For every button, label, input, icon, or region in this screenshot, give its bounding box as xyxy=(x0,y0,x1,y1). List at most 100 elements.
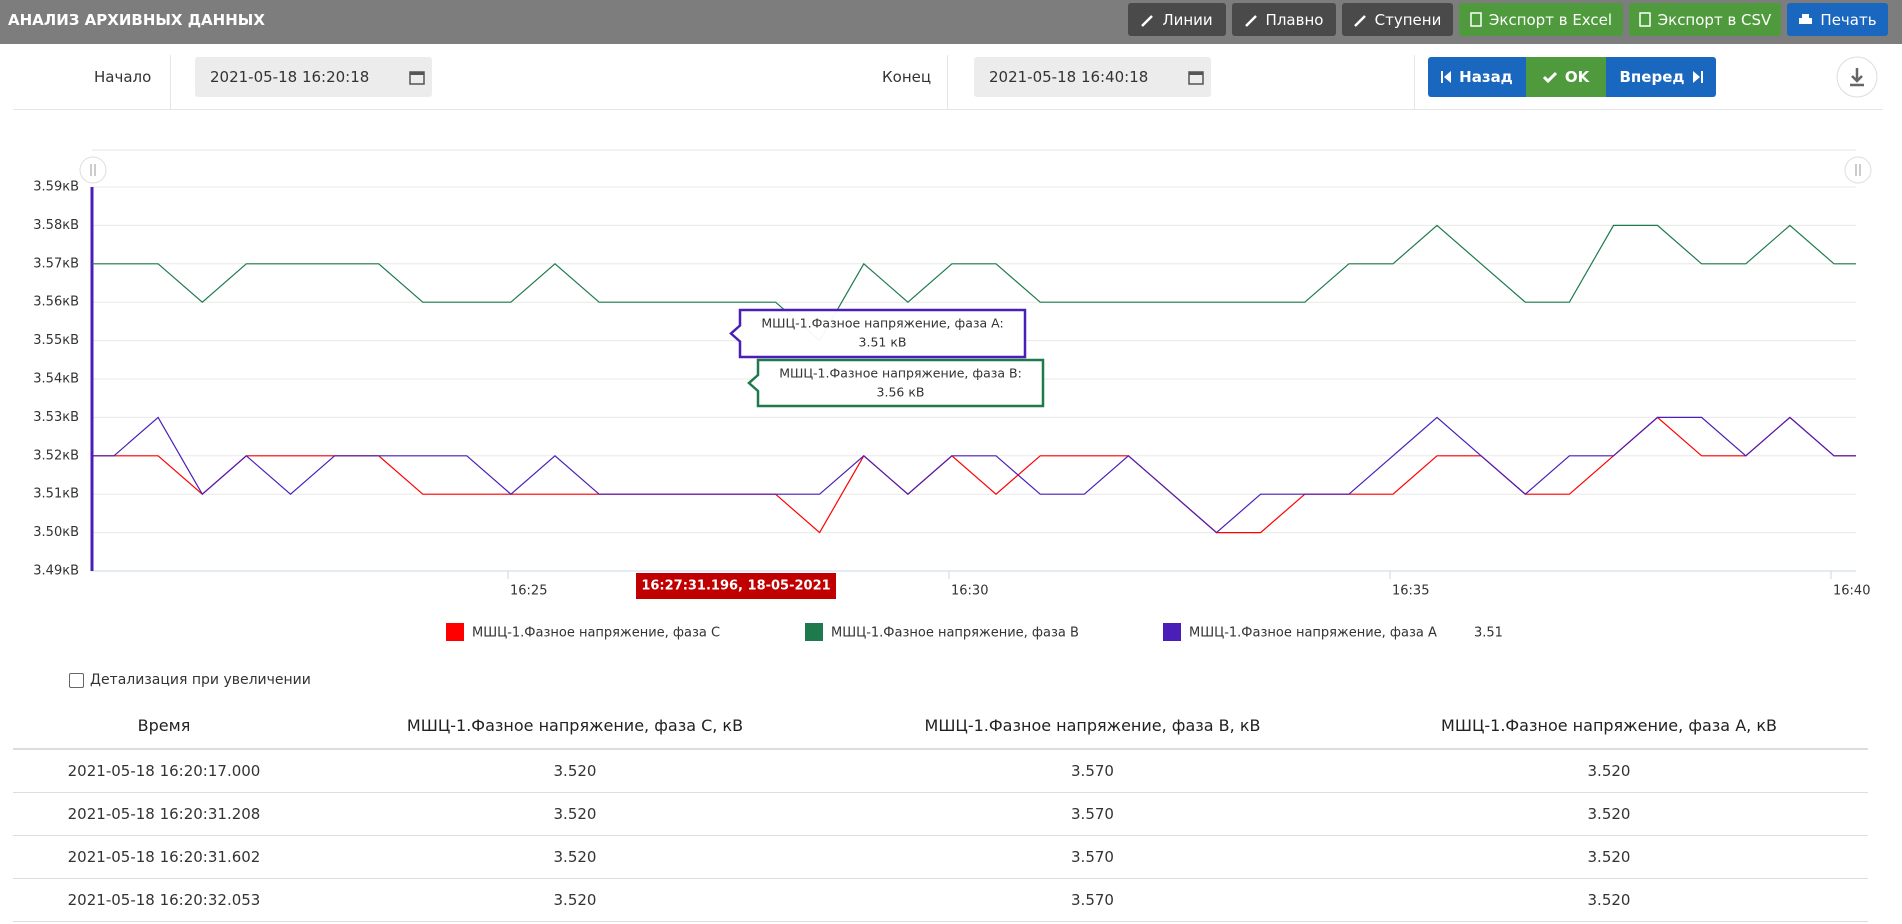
y-tick-label: 3.49кВ xyxy=(33,564,79,579)
button-label: OK xyxy=(1564,68,1590,86)
y-tick-label: 3.52кВ xyxy=(33,448,79,463)
cursor-label-bg xyxy=(636,573,836,599)
icon xyxy=(1692,71,1703,83)
table-cell: 3.520 xyxy=(315,878,835,922)
table-cell: 3.520 xyxy=(1350,749,1868,793)
navigator-handle xyxy=(1844,156,1872,184)
button-label: Ступени xyxy=(1374,10,1442,29)
calendar-icon xyxy=(409,71,426,85)
series-line xyxy=(92,416,1856,534)
table-cell: 2021-05-18 16:20:31.208 xyxy=(13,792,315,836)
table-cell: 3.570 xyxy=(835,835,1350,879)
legend-label: МШЦ-1.Фазное напряжение, фаза B xyxy=(831,626,1079,641)
y-tick-label: 3.51кВ xyxy=(33,487,79,502)
forward-button[interactable]: Вперед xyxy=(1606,57,1716,97)
start-value: 2021-05-18 16:20:18 xyxy=(210,68,370,86)
checkbox-label: Детализация при увеличении xyxy=(90,672,311,688)
x-tick-label: 16:40 xyxy=(1833,584,1870,599)
back-button[interactable]: Назад xyxy=(1428,57,1526,97)
series-line xyxy=(92,416,1856,534)
legend-swatch xyxy=(446,623,464,641)
checkbox[interactable] xyxy=(69,672,84,688)
table-cell: 3.520 xyxy=(315,792,835,836)
button-label: Линии xyxy=(1162,10,1213,29)
button-label: Экспорт в Excel xyxy=(1488,10,1613,29)
button-label: Плавно xyxy=(1265,10,1324,29)
start-label: Начало xyxy=(94,68,152,86)
chart: 3.49кВ 3.50кВ 3.51кВ 3.52кВ 3.53кВ 3.54кВ 3.55… xyxy=(33,149,1872,641)
column-header: МШЦ-1.Фазное напряжение, фаза C, кВ xyxy=(315,703,835,750)
y-tick-label: 3.54кВ xyxy=(33,372,79,387)
steps-button[interactable]: Ступени xyxy=(1342,3,1453,36)
button-label: Печать xyxy=(1820,10,1877,29)
end-value: 2021-05-18 16:40:18 xyxy=(989,68,1149,86)
ok-button[interactable]: OK xyxy=(1526,57,1606,97)
table-cell: 3.520 xyxy=(1350,835,1868,879)
end-input[interactable]: 2021-05-18 16:40:18 xyxy=(974,57,1211,97)
series-line xyxy=(92,224,1856,342)
icon xyxy=(1799,13,1813,24)
detail-option[interactable]: Детализация при увеличении xyxy=(69,672,311,688)
navigator-handle xyxy=(79,156,107,184)
download-button[interactable] xyxy=(1834,54,1880,100)
table-cell: 3.570 xyxy=(835,749,1350,793)
calendar-icon xyxy=(1188,71,1205,85)
cursor-label: 16:27:31.196, 18-05-2021 xyxy=(641,579,830,594)
table-cell: 3.520 xyxy=(1350,878,1868,922)
table-cell: 3.570 xyxy=(835,878,1350,922)
x-tick-label: 16:25 xyxy=(510,584,547,599)
icon xyxy=(1353,14,1366,27)
header-bar: АНАЛИЗ АРХИВНЫХ ДАННЫХ Линии Плавно Ступ… xyxy=(0,0,1902,44)
tooltip-title: МШЦ-1.Фазное напряжение, фаза A: xyxy=(761,316,1003,331)
table-row: 2021-05-18 16:20:31.602 3.520 3.570 3.520 xyxy=(13,835,1868,879)
print-button[interactable]: Печать xyxy=(1787,3,1888,36)
csv-button[interactable]: Экспорт в CSV xyxy=(1629,3,1781,36)
tooltip-box xyxy=(729,308,1027,359)
y-tick-label: 3.56кВ xyxy=(33,295,79,310)
y-tick-label: 3.50кВ xyxy=(33,525,79,540)
divider xyxy=(13,109,1883,110)
legend-label: МШЦ-1.Фазное напряжение, фаза C xyxy=(472,626,720,641)
start-input[interactable]: 2021-05-18 16:20:18 xyxy=(195,57,432,97)
y-tick-label: 3.59кВ xyxy=(33,180,79,195)
icon xyxy=(1141,14,1154,27)
tooltip-value: 3.51 кВ xyxy=(859,335,907,350)
table-cell: 2021-05-18 16:20:31.602 xyxy=(13,835,315,879)
lines-button[interactable]: Линии xyxy=(1128,3,1226,36)
separator xyxy=(947,55,948,109)
icon xyxy=(1470,12,1482,27)
tooltip-value: 3.56 кВ xyxy=(877,385,925,400)
end-label: Конец xyxy=(882,68,932,86)
separator xyxy=(1414,55,1415,109)
button-label: Назад xyxy=(1459,68,1513,86)
column-header: Время xyxy=(13,703,315,750)
x-tick-label: 16:35 xyxy=(1392,584,1429,599)
button-label: Экспорт в CSV xyxy=(1657,10,1772,29)
icon xyxy=(1542,71,1557,83)
legend-label: МШЦ-1.Фазное напряжение, фаза A xyxy=(1189,626,1437,641)
table-row: 2021-05-18 16:20:31.208 3.520 3.570 3.520 xyxy=(13,792,1868,836)
table-cell: 2021-05-18 16:20:17.000 xyxy=(13,749,315,793)
y-tick-label: 3.57кВ xyxy=(33,256,79,271)
table-cell: 3.520 xyxy=(315,749,835,793)
button-label: Вперед xyxy=(1619,68,1685,86)
table-row: 2021-05-18 16:20:17.000 3.520 3.570 3.520 xyxy=(13,749,1868,793)
column-header: МШЦ-1.Фазное напряжение, фаза A, кВ xyxy=(1350,703,1868,750)
icon xyxy=(1638,12,1651,27)
separator xyxy=(170,55,171,109)
tooltip-box xyxy=(747,358,1045,408)
handle-grip xyxy=(90,164,96,176)
table-cell: 3.520 xyxy=(1350,792,1868,836)
x-tick-label: 16:30 xyxy=(951,584,988,599)
y-tick-label: 3.55кВ xyxy=(33,333,79,348)
tooltip-title: МШЦ-1.Фазное напряжение, фаза B: xyxy=(779,366,1022,381)
icon xyxy=(1441,71,1452,83)
smooth-button[interactable]: Плавно xyxy=(1232,3,1336,36)
data-table: Время МШЦ-1.Фазное напряжение, фаза C, кВ… xyxy=(13,703,1868,922)
icon xyxy=(1244,14,1257,27)
excel-button[interactable]: Экспорт в Excel xyxy=(1459,3,1623,36)
legend-value: 3.51 xyxy=(1474,626,1503,641)
handle-grip xyxy=(1855,164,1861,176)
legend-swatch xyxy=(805,623,823,641)
